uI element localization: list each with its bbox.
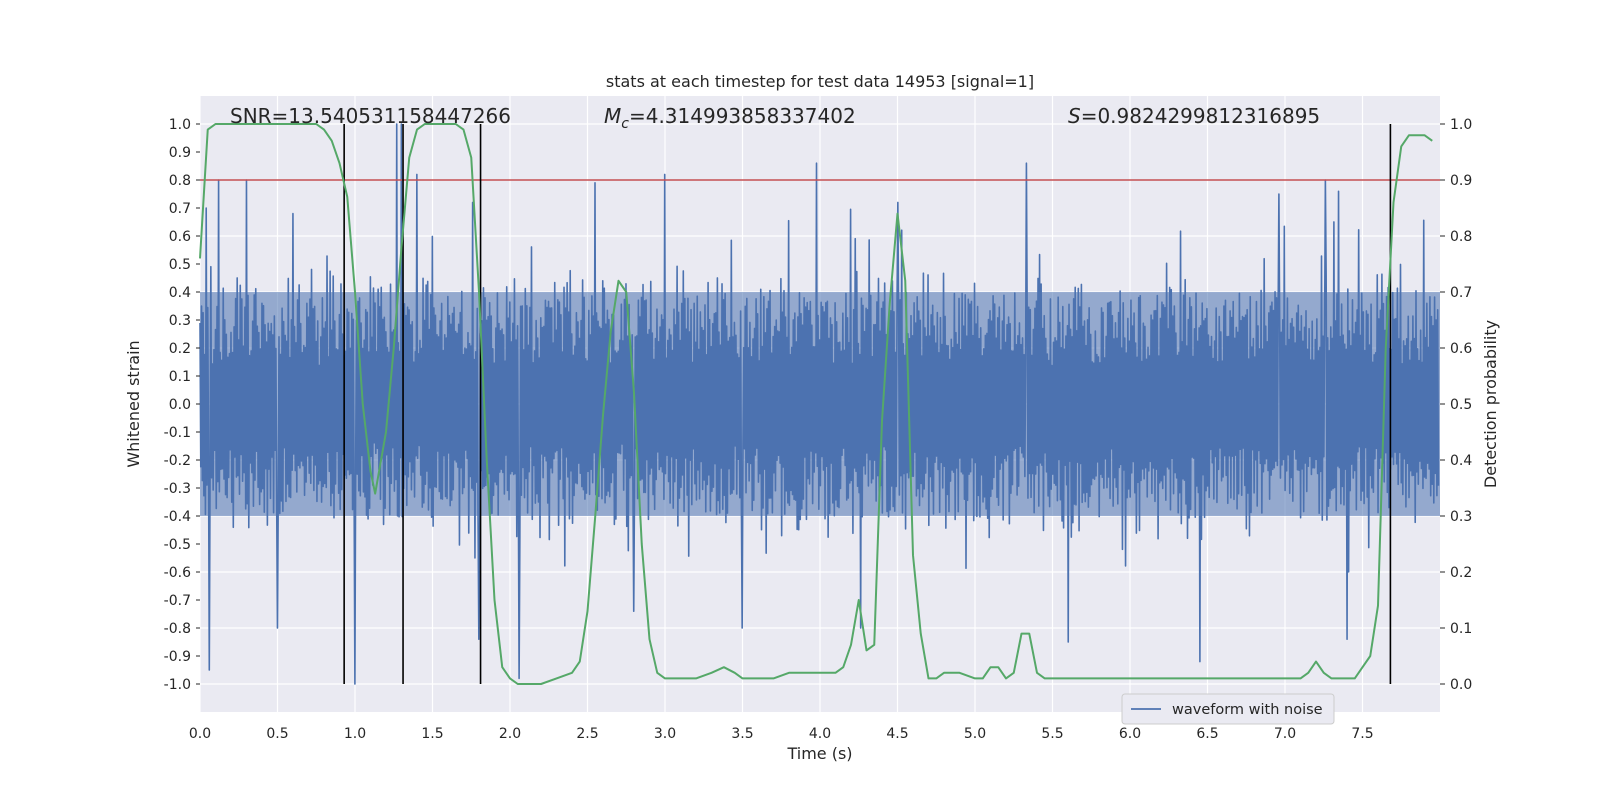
y-right-tick-label: 0.9 [1450, 173, 1472, 189]
chirp-mass-symbol: M [604, 104, 621, 128]
x-axis: 0.0 0.5 1.0 1.5 2.0 2.5 3.0 3.5 4.0 4.5 5.0 5.5 6.0 6… [189, 726, 1374, 742]
y-tick-label: -0.9 [164, 649, 191, 665]
x-tick-label: 3.0 [654, 726, 676, 742]
y-right-tick-label: 0.4 [1450, 453, 1472, 469]
x-tick-label: 4.5 [886, 726, 908, 742]
waveform-series [199, 123, 1440, 685]
y-axis-right-label: Detection probability [1481, 320, 1500, 488]
x-tick-label: 6.5 [1196, 726, 1218, 742]
y-axis-right: 1.0 0.9 0.8 0.7 0.6 0.5 0.4 0.3 0.2 0.1 0.0 [1440, 117, 1472, 693]
y-tick-label: -1.0 [164, 677, 191, 693]
y-tick-label: 0.1 [169, 369, 191, 385]
y-tick-label: 0.0 [169, 397, 191, 413]
y-tick-label: -0.5 [164, 537, 191, 553]
x-tick-label: 7.0 [1274, 726, 1296, 742]
y-tick-label: -0.8 [164, 621, 191, 637]
y-right-tick-label: 0.8 [1450, 229, 1472, 245]
y-tick-label: -0.6 [164, 565, 191, 581]
y-tick-label: -0.4 [164, 509, 191, 525]
snr-annotation: SNR=13.540531158447266 [230, 104, 511, 128]
y-tick-label: 0.2 [169, 341, 191, 357]
x-tick-label: 5.5 [1041, 726, 1063, 742]
y-tick-label: 0.8 [169, 173, 191, 189]
y-right-tick-label: 0.2 [1450, 565, 1472, 581]
x-tick-label: 2.0 [499, 726, 521, 742]
y-tick-label: 0.5 [169, 257, 191, 273]
y-right-tick-label: 0.5 [1450, 397, 1472, 413]
score-annotation: S=0.9824299812316895 [1068, 104, 1320, 128]
probability-line [199, 123, 1433, 685]
y-axis-label: Whitened strain [124, 340, 143, 467]
probability-series [199, 123, 1433, 685]
y-tick-label: 1.0 [169, 117, 191, 133]
y-tick-label: 0.3 [169, 313, 191, 329]
chirp-mass-value: =4.314993858337402 [629, 104, 856, 128]
chart-title: stats at each timestep for test data 149… [606, 72, 1034, 91]
legend-box [1121, 693, 1335, 725]
y-tick-label: -0.3 [164, 481, 191, 497]
x-tick-label: 0.0 [189, 726, 211, 742]
y-right-tick-label: 0.1 [1450, 621, 1472, 637]
chirp-mass-subscript: c [621, 116, 629, 132]
x-tick-label: 6.0 [1119, 726, 1141, 742]
legend: waveform with noise [1121, 693, 1335, 725]
detection-markers [343, 124, 1392, 684]
score-value: =0.9824299812316895 [1081, 104, 1320, 128]
x-tick-label: 1.5 [421, 726, 443, 742]
y-tick-label: 0.7 [169, 201, 191, 217]
x-tick-label: 2.5 [576, 726, 598, 742]
waveform-dense-band [200, 292, 1440, 516]
y-tick-label: -0.7 [164, 593, 191, 609]
y-right-tick-label: 0.7 [1450, 285, 1472, 301]
y-right-tick-label: 0.3 [1450, 509, 1472, 525]
y-tick-label: 0.9 [169, 145, 191, 161]
y-right-tick-label: 0.6 [1450, 341, 1472, 357]
score-symbol: S [1068, 104, 1081, 128]
x-tick-label: 0.5 [266, 726, 288, 742]
x-tick-label: 4.0 [809, 726, 831, 742]
y-tick-label: -0.1 [164, 425, 191, 441]
x-axis-label: Time (s) [786, 744, 852, 763]
y-tick-label: 0.4 [169, 285, 191, 301]
y-axis-left: 1.0 0.9 0.8 0.7 0.6 0.5 0.4 0.3 0.2 0.1 0.0 -0.1 -0.… [164, 117, 200, 693]
y-right-tick-label: 1.0 [1450, 117, 1472, 133]
x-tick-label: 7.5 [1351, 726, 1373, 742]
x-tick-label: 1.0 [344, 726, 366, 742]
chirp-mass-annotation: Mc=4.314993858337402 [604, 104, 856, 132]
y-right-tick-label: 0.0 [1450, 677, 1472, 693]
legend-label: waveform with noise [1172, 702, 1323, 718]
x-tick-label: 3.5 [731, 726, 753, 742]
y-tick-label: -0.2 [164, 453, 191, 469]
y-tick-label: 0.6 [169, 229, 191, 245]
x-tick-label: 5.0 [964, 726, 986, 742]
